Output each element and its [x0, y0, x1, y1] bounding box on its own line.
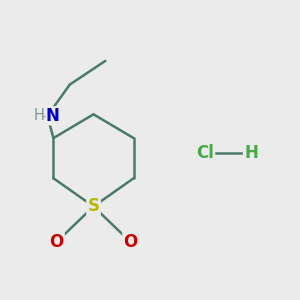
Text: H: H: [34, 108, 45, 123]
Text: S: S: [88, 197, 100, 215]
Text: Cl: Cl: [196, 144, 214, 162]
Text: N: N: [46, 107, 60, 125]
Text: –: –: [42, 108, 50, 123]
Text: H: H: [244, 144, 258, 162]
Text: O: O: [49, 233, 64, 251]
Text: O: O: [124, 233, 138, 251]
